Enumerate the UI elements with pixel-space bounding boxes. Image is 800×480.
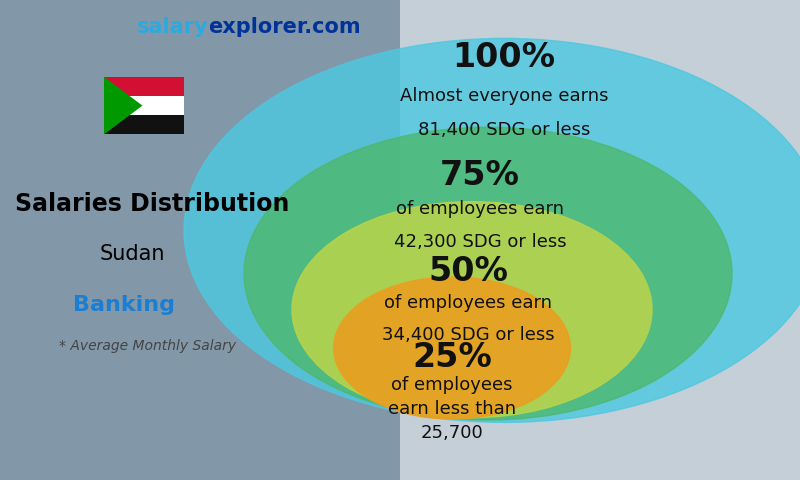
- Bar: [104, 96, 184, 115]
- Circle shape: [184, 38, 800, 422]
- Text: 25,700: 25,700: [421, 424, 483, 442]
- Circle shape: [334, 277, 570, 419]
- Text: Almost everyone earns: Almost everyone earns: [400, 87, 608, 105]
- Circle shape: [292, 202, 652, 418]
- Text: 25%: 25%: [412, 341, 492, 374]
- Bar: [104, 77, 184, 96]
- Polygon shape: [104, 77, 142, 134]
- Text: Salaries Distribution: Salaries Distribution: [15, 192, 289, 216]
- Text: Sudan: Sudan: [99, 244, 165, 264]
- Text: Banking: Banking: [73, 295, 175, 315]
- Text: 50%: 50%: [428, 255, 508, 288]
- Text: of employees earn: of employees earn: [396, 200, 564, 218]
- Bar: [400, 0, 800, 480]
- Text: 34,400 SDG or less: 34,400 SDG or less: [382, 326, 554, 344]
- Text: 81,400 SDG or less: 81,400 SDG or less: [418, 120, 590, 139]
- Text: * Average Monthly Salary: * Average Monthly Salary: [59, 338, 237, 353]
- Text: 75%: 75%: [440, 159, 520, 192]
- Text: 42,300 SDG or less: 42,300 SDG or less: [394, 233, 566, 252]
- Text: of employees earn: of employees earn: [384, 294, 552, 312]
- Text: explorer.com: explorer.com: [208, 17, 361, 37]
- Bar: [104, 115, 184, 134]
- Text: 100%: 100%: [453, 41, 555, 74]
- Text: salary: salary: [136, 17, 208, 37]
- Text: of employees: of employees: [391, 376, 513, 394]
- Text: earn less than: earn less than: [388, 400, 516, 418]
- Bar: [0, 0, 400, 480]
- Circle shape: [244, 127, 732, 420]
